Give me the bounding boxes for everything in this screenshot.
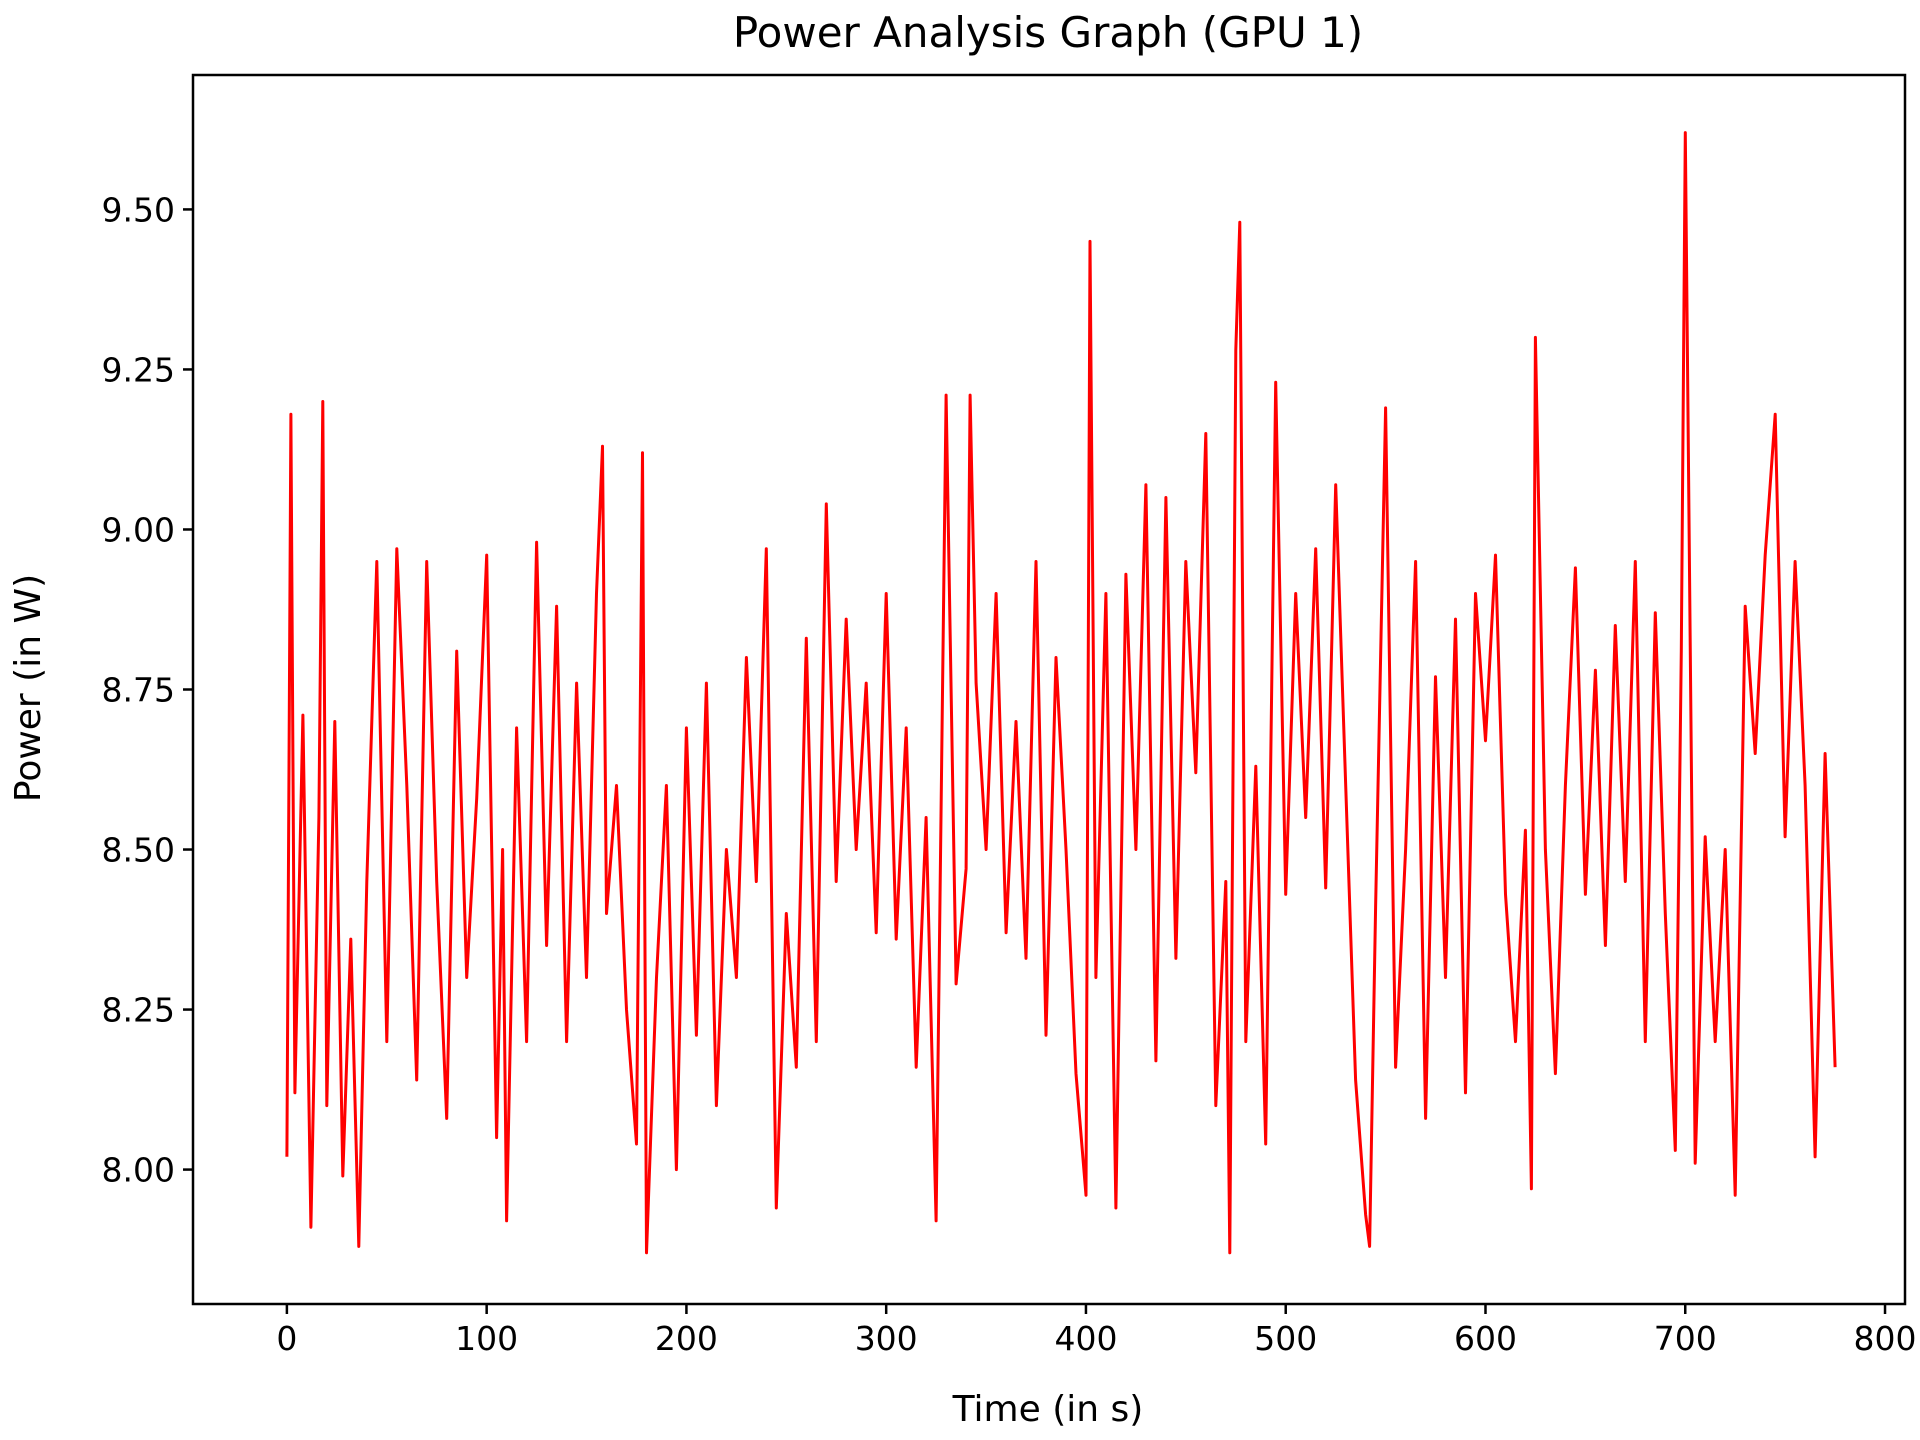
x-tick-label: 0 <box>276 1319 297 1358</box>
x-tick-label: 300 <box>855 1319 918 1358</box>
x-axis: 0 100 200 300 400 500 600 700 800 <box>276 1304 1917 1358</box>
y-tick-label: 8.00 <box>102 1151 175 1190</box>
series-line-0 <box>285 131 1837 1255</box>
y-tick-label: 8.75 <box>102 671 175 710</box>
x-tick-label: 800 <box>1854 1319 1917 1358</box>
y-axis-title: Power (in W) <box>8 574 49 802</box>
x-tick-label: 200 <box>655 1319 718 1358</box>
x-tick-label: 500 <box>1254 1319 1317 1358</box>
x-tick-label: 100 <box>455 1319 518 1358</box>
y-tick-label: 9.50 <box>102 190 175 229</box>
x-tick-label: 700 <box>1654 1319 1717 1358</box>
x-axis-title: Time (in s) <box>952 1389 1144 1430</box>
y-tick-label: 9.00 <box>102 510 175 549</box>
y-axis: 8.00 8.25 8.50 8.75 9.00 9.25 9.50 <box>102 190 193 1190</box>
x-tick-label: 600 <box>1454 1319 1517 1358</box>
y-tick-label: 8.50 <box>102 831 175 870</box>
chart-title: Power Analysis Graph (GPU 1) <box>733 8 1363 57</box>
y-tick-label: 8.25 <box>102 991 175 1030</box>
series-layer <box>285 131 1837 1255</box>
x-tick-label: 400 <box>1054 1319 1117 1358</box>
plot-frame <box>191 73 1907 1306</box>
y-tick-label: 9.25 <box>102 350 175 389</box>
